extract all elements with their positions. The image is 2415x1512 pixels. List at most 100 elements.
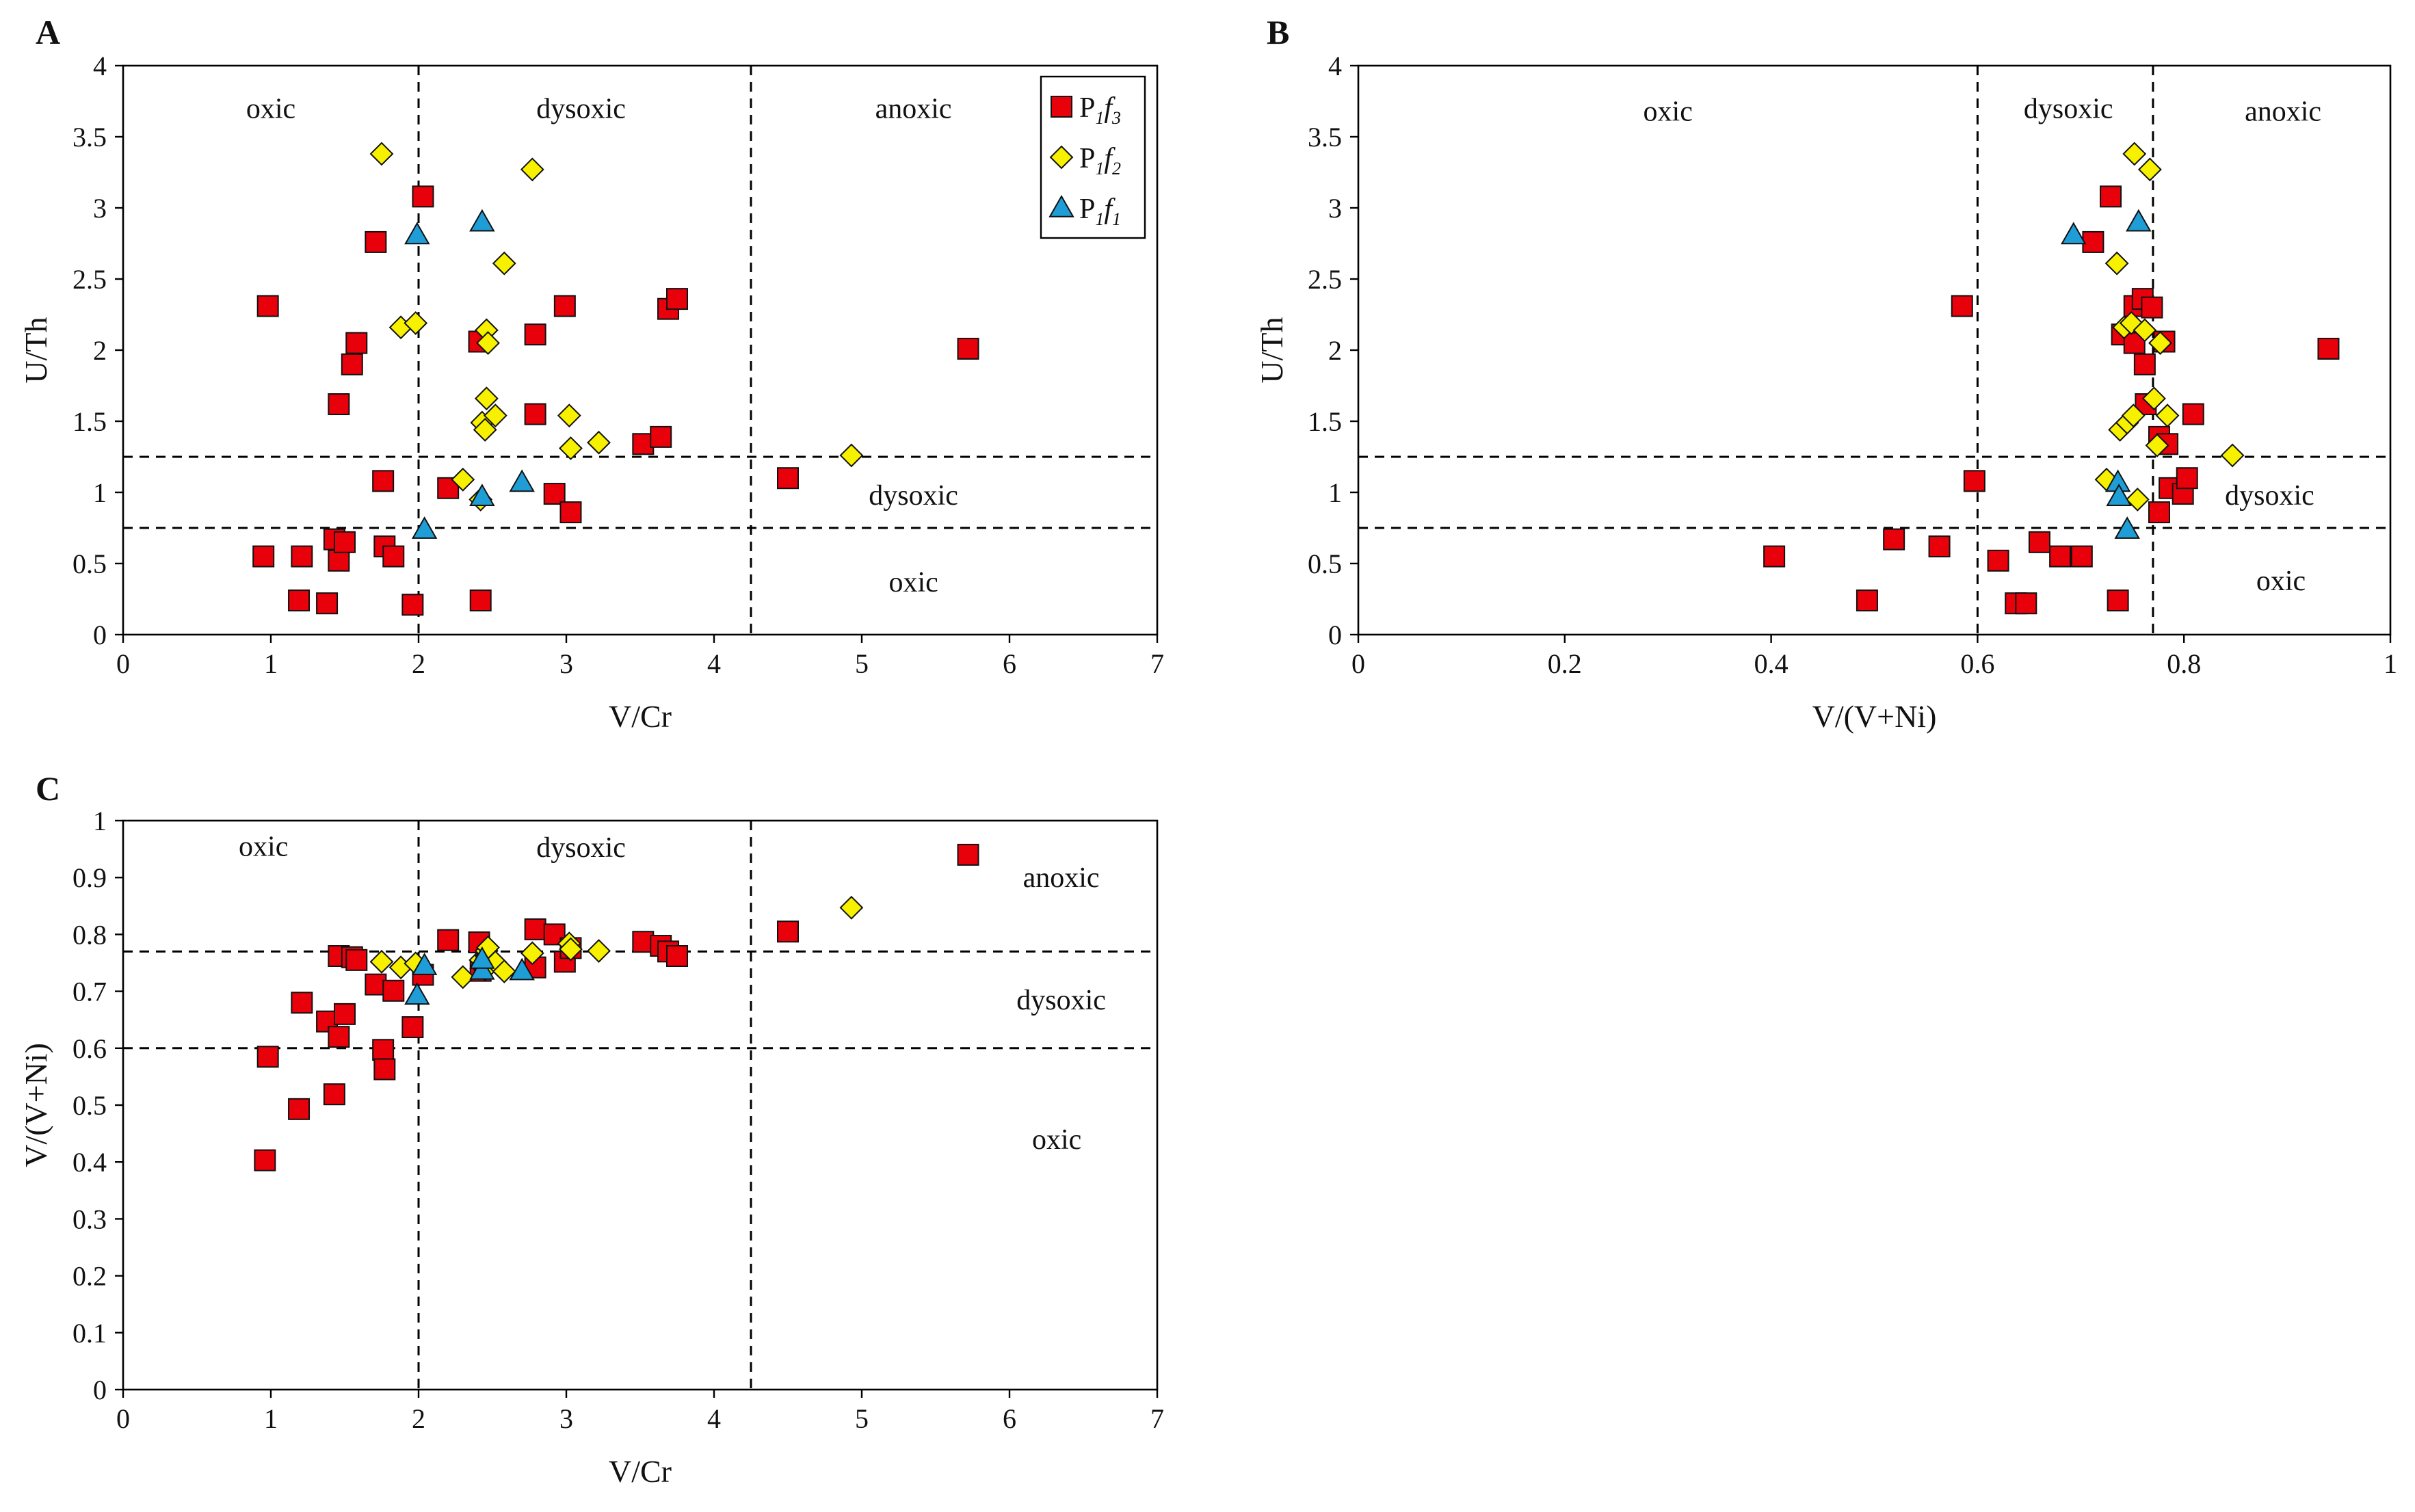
- series-p1f1: [404, 946, 535, 1005]
- data-point-diamond: [2104, 251, 2129, 276]
- zone-label-anoxic: anoxic: [1023, 862, 1100, 894]
- x-tick-label: 3: [559, 648, 573, 679]
- data-point-diamond: [492, 251, 516, 276]
- x-tick-label: 2: [412, 648, 425, 679]
- x-tick-label: 7: [1150, 648, 1164, 679]
- data-point-square: [543, 483, 566, 505]
- zone-label-oxic: oxic: [2256, 566, 2306, 597]
- data-point-square: [328, 1026, 350, 1048]
- x-tick-label: 7: [1150, 1403, 1164, 1434]
- legend-text-part: P: [1079, 143, 1095, 174]
- data-point-square: [382, 545, 405, 568]
- zone-label-anoxic: anoxic: [2245, 96, 2321, 128]
- data-point-square: [1928, 535, 1951, 558]
- data-point-square: [291, 545, 313, 568]
- data-point-diamond: [2125, 487, 2150, 512]
- data-point-square: [401, 594, 424, 616]
- y-tick-label: 1.5: [72, 406, 107, 437]
- data-point-square: [323, 1083, 345, 1106]
- data-point-diamond: [2121, 403, 2146, 428]
- zone-label-anoxic: anoxic: [875, 93, 952, 124]
- y-tick-label: 0.8: [72, 919, 107, 950]
- legend-text-part: 2: [1112, 159, 1121, 178]
- y-tick-label: 1: [93, 477, 107, 508]
- data-point-diamond: [451, 467, 475, 492]
- data-point-square: [345, 949, 368, 971]
- legend-marker-triangle: [1048, 194, 1074, 217]
- legend-text-part: 1: [1095, 108, 1104, 128]
- y-tick-label: 4: [1328, 51, 1342, 81]
- legend-text-part: P: [1079, 92, 1095, 124]
- data-point-triangle: [411, 953, 438, 975]
- plot-frame: [1357, 64, 2392, 636]
- data-point-square: [2107, 589, 2129, 612]
- data-point-square: [288, 1098, 311, 1120]
- data-point-diamond: [2145, 433, 2169, 457]
- x-tick-label: 5: [855, 1403, 869, 1434]
- y-tick-label: 0.4: [72, 1147, 107, 1178]
- y-tick-label: 3.5: [1308, 122, 1342, 152]
- data-point-square: [957, 337, 979, 360]
- x-tick-label: 0.6: [1960, 648, 1994, 679]
- x-tick-label: 2: [412, 1403, 425, 1434]
- data-point-diamond: [2133, 318, 2157, 343]
- data-point-square: [524, 403, 546, 425]
- data-point-square: [666, 288, 688, 310]
- data-point-square: [2070, 545, 2093, 568]
- legend-marker-diamond: [1049, 145, 1074, 170]
- data-point-triangle: [509, 957, 535, 981]
- data-point-triangle: [469, 946, 495, 969]
- data-point-square: [328, 549, 350, 572]
- data-point-square: [341, 353, 363, 375]
- data-point-square: [1963, 470, 1985, 492]
- data-point-square: [524, 918, 546, 940]
- y-tick-label: 3: [93, 193, 107, 224]
- zone-label-oxic: oxic: [1032, 1124, 1081, 1156]
- y-tick-label: 0.6: [72, 1033, 107, 1064]
- y-tick-label: 4: [93, 51, 107, 81]
- panel-label: A: [36, 13, 60, 51]
- data-point-triangle: [2114, 516, 2140, 539]
- series-p1f1: [2061, 209, 2152, 539]
- data-point-square: [957, 843, 979, 866]
- data-point-diamond: [2122, 142, 2147, 166]
- data-point-square: [437, 929, 460, 951]
- data-point-diamond: [587, 939, 611, 963]
- data-point-square: [365, 230, 387, 253]
- data-point-square: [2100, 185, 2122, 208]
- y-tick-label: 0.9: [72, 862, 107, 893]
- data-point-square: [559, 501, 582, 524]
- y-tick-label: 0: [1328, 620, 1342, 650]
- zone-label-dysoxic: dysoxic: [1016, 985, 1106, 1016]
- x-tick-label: 4: [707, 1403, 721, 1434]
- data-point-diamond: [369, 142, 394, 166]
- data-point-square: [1951, 295, 1973, 317]
- data-point-square: [469, 589, 492, 612]
- data-point-diamond: [2137, 157, 2162, 182]
- panel-b: B 0 0.2 0.4 0.6 0.8 1 0 0.5 1 1.5 2 2.5 3 3.5 4 V/(V+Ni)…: [1254, 13, 2397, 734]
- zone-label-dysoxic: dysoxic: [869, 480, 958, 512]
- data-point-square: [316, 592, 339, 615]
- zone-label-oxic: oxic: [1644, 96, 1693, 128]
- data-point-square: [2028, 531, 2050, 553]
- x-tick-label: 0.8: [2167, 648, 2201, 679]
- y-tick-label: 1: [1328, 477, 1342, 508]
- zone-label-dysoxic: dysoxic: [536, 832, 626, 864]
- data-point-diamond: [557, 403, 581, 428]
- data-point-square: [2133, 353, 2156, 375]
- data-point-square: [2015, 592, 2037, 615]
- legend-marker-square: [1051, 96, 1072, 118]
- data-point-triangle: [404, 982, 430, 1005]
- x-tick-label: 1: [264, 648, 278, 679]
- series-p1f2: [2094, 142, 2245, 512]
- data-point-square: [2049, 545, 2072, 568]
- data-point-diamond: [839, 443, 864, 468]
- data-point-square: [650, 425, 672, 448]
- data-point-square: [777, 920, 799, 943]
- legend-label-p1f1: P1f1: [1079, 194, 1121, 229]
- y-axis-title: U/Th: [1254, 317, 1289, 383]
- data-point-diamond: [483, 403, 507, 428]
- data-point-square: [2182, 403, 2204, 425]
- y-tick-label: 1: [93, 806, 107, 836]
